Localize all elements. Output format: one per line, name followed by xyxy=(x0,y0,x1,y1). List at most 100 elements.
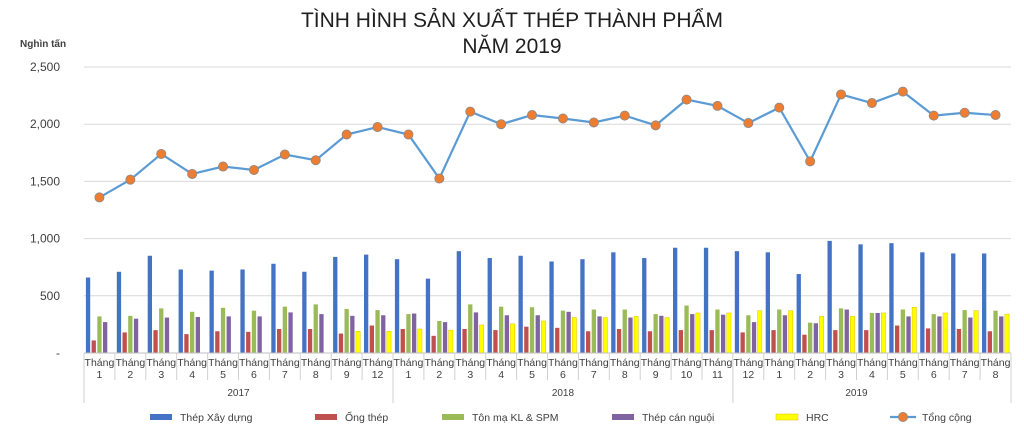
x-tick-label: Tháng xyxy=(455,357,485,369)
bar xyxy=(591,309,596,353)
bar xyxy=(257,316,262,353)
bar xyxy=(226,316,231,353)
line-point xyxy=(341,129,352,140)
bar xyxy=(549,261,554,353)
bar xyxy=(277,328,282,353)
x-tick-label: 9 xyxy=(344,369,350,381)
x-tick-label: 1 xyxy=(776,369,782,381)
line-point xyxy=(156,148,167,159)
bar xyxy=(412,313,417,353)
bar xyxy=(622,309,627,353)
bar xyxy=(535,315,540,353)
bar xyxy=(642,258,647,353)
legend-swatch xyxy=(150,414,172,420)
x-tick-label: 2 xyxy=(807,369,813,381)
x-tick-label: Tháng xyxy=(486,357,516,369)
bar xyxy=(159,308,164,353)
bar xyxy=(448,329,454,354)
bar xyxy=(282,306,287,353)
x-tick-label: 3 xyxy=(467,369,473,381)
bar xyxy=(889,243,894,353)
bar xyxy=(510,323,515,354)
bar xyxy=(844,309,849,353)
y-axis-unit-label: Nghìn tấn xyxy=(20,39,67,50)
bar xyxy=(493,330,498,353)
bar xyxy=(895,325,900,353)
x-tick-label: 4 xyxy=(869,369,875,381)
legend-label: Thép cán nguội xyxy=(642,412,714,424)
line-point xyxy=(94,192,105,203)
bar xyxy=(937,316,942,353)
legend-label: HRC xyxy=(806,412,829,424)
bar xyxy=(633,316,639,354)
bar xyxy=(103,322,108,353)
bar xyxy=(524,326,529,353)
bar xyxy=(911,306,917,354)
bar xyxy=(931,314,936,353)
bar xyxy=(122,332,127,353)
bar xyxy=(920,252,925,353)
line-point xyxy=(805,156,816,167)
x-tick-label: Tháng xyxy=(641,357,671,369)
x-tick-label: Tháng xyxy=(332,357,362,369)
line-point xyxy=(434,173,445,184)
bar xyxy=(690,314,695,353)
x-tick-label: Tháng xyxy=(733,357,763,369)
x-tick-label: 8 xyxy=(993,369,999,381)
bar xyxy=(858,244,863,353)
bar xyxy=(875,312,880,353)
bar xyxy=(147,255,152,353)
bar xyxy=(386,331,392,354)
line-point xyxy=(866,98,877,109)
bar xyxy=(925,328,931,353)
bar xyxy=(487,258,492,353)
line-point xyxy=(928,110,939,121)
bar xyxy=(91,340,96,353)
total-line xyxy=(98,90,996,199)
line-point xyxy=(310,155,321,166)
bar xyxy=(819,316,824,354)
x-group-label: 2018 xyxy=(552,388,575,399)
x-tick-label: Tháng xyxy=(857,357,887,369)
bar xyxy=(880,312,886,354)
x-tick-label: Tháng xyxy=(764,357,794,369)
bar xyxy=(529,307,535,353)
x-tick-label: 8 xyxy=(622,369,628,381)
x-tick-label: 11 xyxy=(712,369,723,381)
x-tick-label: Tháng xyxy=(672,357,702,369)
x-tick-label: Tháng xyxy=(919,357,949,369)
bar xyxy=(827,240,832,353)
x-tick-label: 4 xyxy=(189,369,195,381)
chart-title-line-2: NĂM 2019 xyxy=(462,35,562,58)
legend-swatch xyxy=(775,413,799,421)
bar xyxy=(869,312,875,353)
bar xyxy=(703,247,709,353)
line-point xyxy=(588,117,599,128)
bar xyxy=(906,316,911,353)
line-point xyxy=(465,106,476,117)
bar xyxy=(611,252,616,353)
bar xyxy=(288,312,293,353)
x-tick-label: 6 xyxy=(251,369,257,381)
bar xyxy=(97,316,102,353)
bar xyxy=(319,314,324,353)
bar xyxy=(664,317,670,354)
legend-swatch xyxy=(442,414,464,420)
bar xyxy=(973,310,979,354)
bar xyxy=(128,315,133,353)
x-tick-label: 2 xyxy=(436,369,442,381)
bar xyxy=(771,330,776,353)
bar xyxy=(765,252,770,353)
line-point xyxy=(650,120,661,131)
x-group-label: 2017 xyxy=(227,388,250,399)
bar xyxy=(740,332,745,353)
bar xyxy=(796,274,801,353)
bar xyxy=(184,334,189,353)
bar xyxy=(757,310,763,354)
x-tick-label: 7 xyxy=(591,369,597,381)
bar xyxy=(468,304,473,353)
line-point xyxy=(619,110,630,121)
x-group-label: 2019 xyxy=(845,388,868,399)
line-point xyxy=(403,129,414,140)
